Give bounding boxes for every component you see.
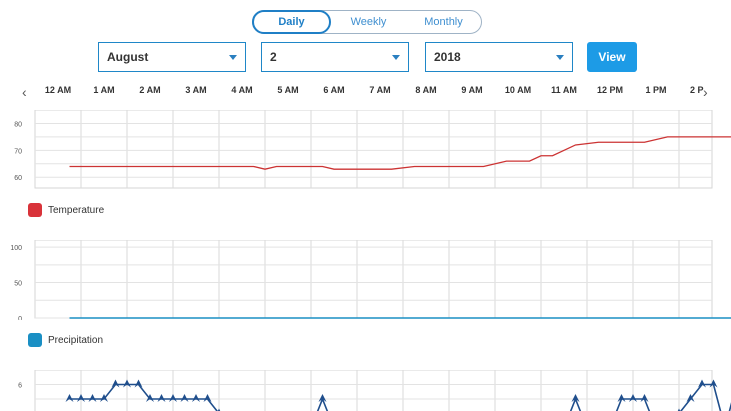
chevron-down-icon [392, 54, 400, 60]
plot-frame [34, 370, 713, 411]
data-point [123, 379, 131, 388]
precipitation-chart-svg: 0 50 100 [10, 239, 731, 323]
data-point [629, 394, 637, 402]
month-select[interactable]: August [98, 42, 246, 72]
hour-label: 12 AM [44, 85, 72, 95]
data-point [698, 379, 706, 388]
series-line [69, 136, 731, 170]
day-select-value: 2 [270, 50, 277, 64]
y-tick-label: 60 [14, 175, 22, 182]
data-point [134, 379, 143, 388]
data-point [217, 408, 221, 411]
hour-label: 2 P [690, 85, 704, 95]
month-select-value: August [107, 50, 149, 64]
hour-label: 3 AM [185, 85, 207, 95]
temperature-chart: 60 70 80 [0, 109, 731, 190]
hour-label: 11 AM [551, 85, 577, 95]
data-point [180, 394, 189, 402]
data-point [617, 394, 626, 402]
hour-label: 5 AM [277, 85, 299, 95]
data-point [571, 394, 580, 402]
precipitation-swatch [28, 333, 42, 347]
period-toggle: Daily Weekly Monthly [252, 10, 482, 34]
hour-label: 6 AM [323, 85, 345, 95]
data-point [77, 394, 85, 402]
hour-label: 7 AM [369, 85, 391, 95]
hour-label: 1 PM [645, 85, 667, 95]
day-select[interactable]: 2 [261, 42, 409, 72]
y-tick-label: 0 [18, 316, 22, 320]
plot-frame [34, 109, 713, 189]
y-tick-label: 70 [14, 148, 22, 155]
data-point [65, 394, 74, 402]
temperature-legend-label: Temperature [48, 204, 105, 216]
y-tick-label: 100 [10, 245, 22, 252]
next-arrow-icon[interactable]: › [703, 84, 708, 100]
data-point [146, 394, 154, 402]
data-point [640, 394, 649, 402]
data-point [677, 408, 681, 411]
tab-daily[interactable]: Daily [252, 10, 331, 34]
year-select[interactable]: 2018 [425, 42, 573, 72]
data-point [100, 394, 108, 402]
data-point [157, 394, 166, 402]
hour-label: 12 PM [596, 85, 624, 95]
hour-label: 8 AM [415, 85, 437, 95]
precipitation-legend[interactable]: Precipitation [28, 333, 103, 347]
y-tick-label: 6 [18, 383, 22, 390]
hour-label: 9 AM [461, 85, 483, 95]
hour-label: 2 AM [139, 85, 161, 95]
hour-label: 1 AM [93, 85, 115, 95]
tab-weekly[interactable]: Weekly [350, 16, 387, 28]
hour-label: 4 AM [231, 85, 253, 95]
chevron-down-icon [556, 54, 564, 60]
data-point [192, 394, 200, 402]
data-point [111, 379, 120, 388]
previous-arrow-icon[interactable]: ‹ [22, 84, 27, 100]
precipitation-legend-label: Precipitation [48, 334, 104, 346]
data-point [203, 394, 212, 402]
hour-label: 10 AM [504, 85, 532, 95]
plot-frame [34, 239, 713, 319]
view-button[interactable]: View [587, 42, 637, 72]
wind-chart: 46 [0, 370, 731, 411]
temperature-chart-svg: 60 70 80 [14, 109, 731, 189]
temperature-swatch [28, 203, 42, 217]
data-point [318, 394, 327, 402]
y-tick-label: 80 [14, 121, 22, 128]
data-point [686, 394, 695, 402]
temperature-legend[interactable]: Temperature [28, 203, 104, 217]
year-select-value: 2018 [434, 50, 461, 64]
precipitation-chart: 0 50 100 [0, 239, 731, 323]
data-point [88, 394, 97, 402]
chevron-down-icon [229, 54, 237, 60]
data-point [169, 394, 177, 402]
y-tick-label: 50 [14, 281, 22, 288]
data-point [709, 379, 718, 388]
hour-axis: 12 AM 1 AM 2 AM 3 AM 4 AM 5 AM 6 AM 7 AM 8 AM 9 A… [0, 85, 731, 99]
wind-chart-svg: 46 [18, 370, 731, 411]
tab-monthly[interactable]: Monthly [424, 16, 463, 28]
